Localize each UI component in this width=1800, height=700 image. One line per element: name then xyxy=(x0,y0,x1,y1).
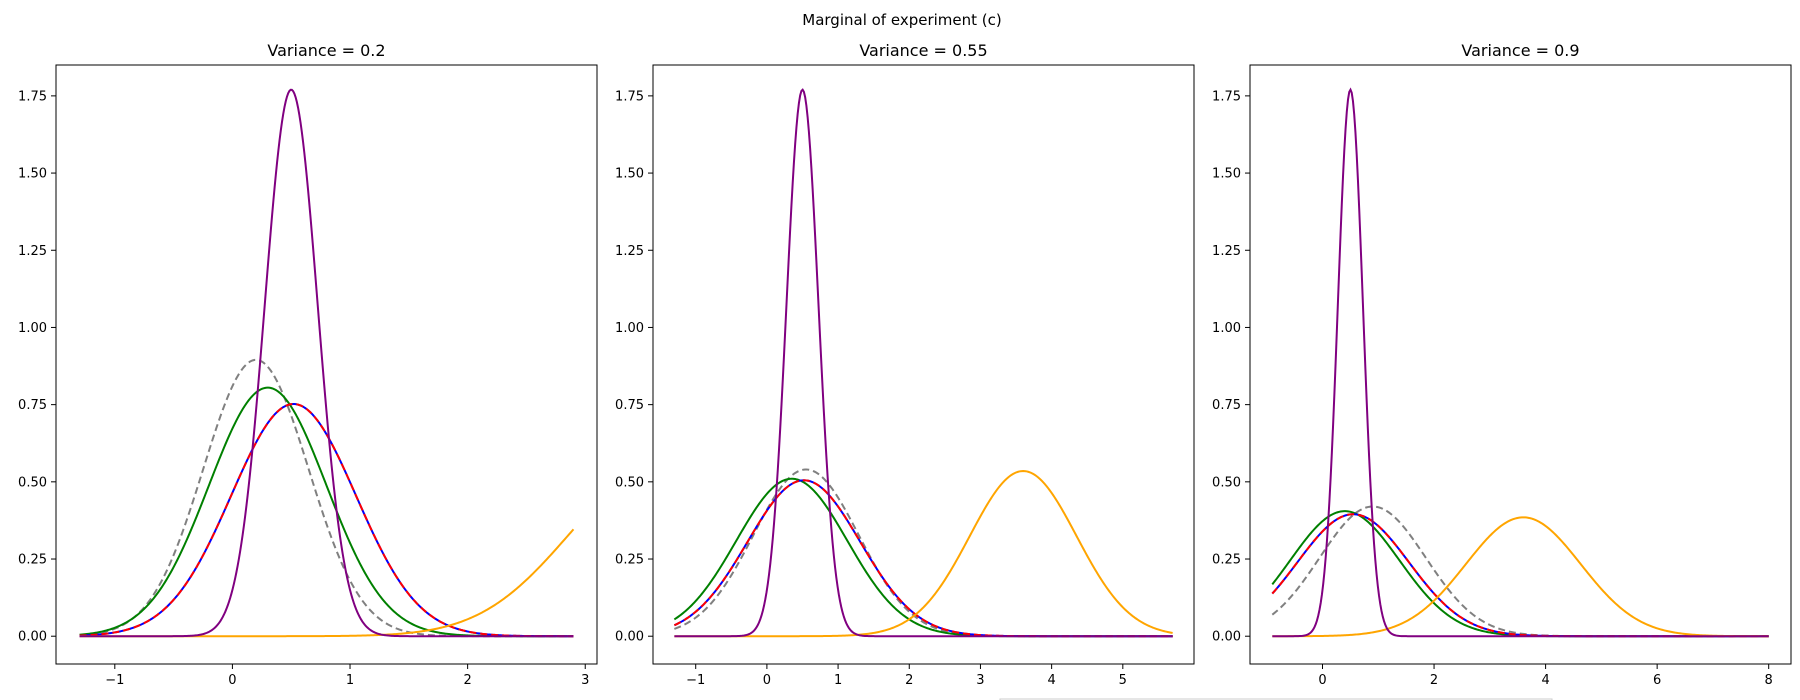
x-tick-label: 1 xyxy=(346,673,354,688)
x-tick-label: 1 xyxy=(834,673,842,688)
y-tick-label: 1.50 xyxy=(615,167,644,182)
x-tick-label: 4 xyxy=(1047,673,1055,688)
x-tick-label: 3 xyxy=(976,673,984,688)
x-tick-label: 0 xyxy=(763,673,771,688)
subplot-2: Variance = 0.55 −1 0 1 2 3 4 5 0.00 0.25 0.50 0.75 1… xyxy=(615,41,1195,688)
x-tick-label: 2 xyxy=(463,673,471,688)
x-tick-label: 8 xyxy=(1765,673,1773,688)
series-line-1 xyxy=(674,468,1173,638)
series-line-5 xyxy=(1272,516,1769,638)
y-tick-label: 0.75 xyxy=(18,398,47,413)
x-tick-label: 2 xyxy=(905,673,913,688)
series-line-6 xyxy=(1272,87,1769,638)
subplot-title: Variance = 0.9 xyxy=(1461,41,1579,60)
y-tick-label: 1.25 xyxy=(615,244,644,259)
series-line-2 xyxy=(79,386,574,638)
y-tick-label: 0.50 xyxy=(615,475,644,490)
x-tick-label: 4 xyxy=(1541,673,1549,688)
y-tick-label: 0.75 xyxy=(615,398,644,413)
y-tick-label: 0.50 xyxy=(18,475,47,490)
y-tick-label: 0.25 xyxy=(615,553,644,568)
x-tick-label: −1 xyxy=(686,673,705,688)
subplot-title: Variance = 0.2 xyxy=(267,41,385,60)
x-tick-label: 2 xyxy=(1430,673,1438,688)
x-tick-label: 0 xyxy=(1318,673,1326,688)
y-tick-label: 0.25 xyxy=(18,553,47,568)
y-tick-label: 0.25 xyxy=(1212,553,1241,568)
y-tick-label: 1.50 xyxy=(1212,167,1241,182)
y-tick-label: 1.25 xyxy=(18,244,47,259)
series-line-3 xyxy=(673,479,1173,638)
y-tick-label: 0.75 xyxy=(1212,398,1241,413)
series-line-6 xyxy=(674,88,1173,638)
y-tick-label: 1.25 xyxy=(1212,244,1241,259)
y-tick-label: 1.00 xyxy=(1212,321,1241,336)
y-tick-label: 0.00 xyxy=(18,630,47,645)
series-line-4 xyxy=(1271,513,1769,638)
x-tick-label: 3 xyxy=(581,673,589,688)
y-tick-label: 0.50 xyxy=(1212,475,1241,490)
axes-frame xyxy=(652,64,1195,665)
series-line-3 xyxy=(79,403,574,638)
series-line-3 xyxy=(1271,513,1769,638)
subplot-title: Variance = 0.55 xyxy=(859,41,987,60)
x-tick-label: 5 xyxy=(1119,673,1127,688)
y-tick-label: 1.75 xyxy=(18,89,47,104)
y-tick-label: 0.00 xyxy=(615,630,644,645)
series-line-4 xyxy=(673,479,1173,638)
subplot-1: Variance = 0.2 −1 0 1 2 3 0.00 0.25 0.50 0.75 1.00… xyxy=(18,41,598,688)
y-tick-label: 1.00 xyxy=(18,321,47,336)
axes-frame xyxy=(55,64,598,665)
figure-title: Marginal of experiment (c) xyxy=(802,11,1001,29)
subplot-3: Variance = 0.9 0 2 4 6 8 0.00 0.25 0.50 0.75 1.00 1… xyxy=(1212,41,1792,688)
series-line-6 xyxy=(79,88,574,638)
y-tick-label: 0.00 xyxy=(1212,630,1241,645)
y-tick-label: 1.75 xyxy=(1212,89,1241,104)
y-tick-label: 1.00 xyxy=(615,321,644,336)
x-tick-label: 6 xyxy=(1653,673,1661,688)
series-line-2 xyxy=(1271,510,1769,638)
series-line-5 xyxy=(674,470,1173,638)
x-tick-label: −1 xyxy=(105,673,124,688)
x-tick-label: 0 xyxy=(228,673,236,688)
series-line-5 xyxy=(79,528,575,638)
series-line-2 xyxy=(673,477,1173,638)
series-line-1 xyxy=(79,358,574,638)
series-line-1 xyxy=(1271,505,1769,638)
y-tick-label: 1.75 xyxy=(615,89,644,104)
y-tick-label: 1.50 xyxy=(18,167,47,182)
axes-frame xyxy=(1249,64,1792,665)
